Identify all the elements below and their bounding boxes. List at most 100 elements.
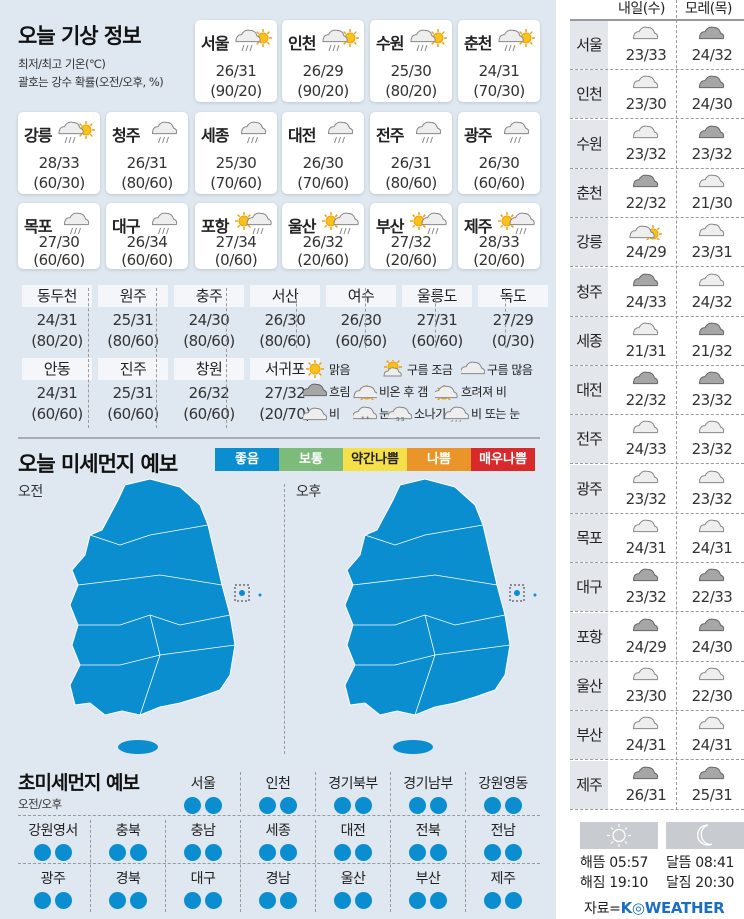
region-name: 서울 <box>190 776 216 792</box>
city-name: 전주 <box>376 126 404 145</box>
partly-cloudy-icon <box>383 360 402 377</box>
temperature: 28/33 <box>478 233 520 251</box>
precip-prob: (60/60) <box>107 405 159 423</box>
mostly-cloudy-icon <box>632 322 659 335</box>
region-name: 세종 <box>265 823 291 839</box>
temp-day-after: 23/32 <box>691 391 733 410</box>
ultrafine-region: 경기남부 <box>390 773 466 814</box>
column-divider <box>240 772 241 812</box>
column-divider <box>165 820 166 912</box>
temperature: 26/32 <box>302 233 344 251</box>
pm-dot <box>430 844 447 861</box>
forecast-row: 제주 26/31 25/31 <box>570 760 744 810</box>
am-dot <box>409 797 426 814</box>
row-divider <box>18 863 540 864</box>
region-name: 제주 <box>490 871 516 887</box>
ultrafine-subtitle: 오전/오후 <box>18 797 62 811</box>
am-dot <box>184 797 201 814</box>
city-card: 대전 26/30 (70/60) <box>282 112 364 194</box>
rain-icon <box>63 212 90 235</box>
forecast-row: 대구 23/32 22/33 <box>570 563 744 613</box>
precip-prob: (90/20) <box>210 82 262 100</box>
small-city: 충주 24/30 (80/60) <box>174 285 244 352</box>
rain-then-clear-icon <box>629 225 662 248</box>
dust-level-3: 나쁨 <box>407 448 471 471</box>
city-card: 청주 26/31 (80/60) <box>106 112 188 194</box>
city-name: 대구 <box>112 217 140 236</box>
sun-icon <box>306 360 324 378</box>
precip-prob: (80/60) <box>107 332 159 350</box>
pm-dot <box>55 892 72 909</box>
legend-item: 흐려져 비 <box>435 382 507 400</box>
overcast-icon <box>698 322 725 335</box>
city-card: 강릉 28/33 (60/30) <box>18 112 100 194</box>
ultrafine-region: 제주 <box>465 868 541 909</box>
pm-dot <box>205 892 222 909</box>
region-name: 경기북부 <box>328 776 378 792</box>
rain-then-clear-icon <box>410 29 447 52</box>
pm-dot <box>505 892 522 909</box>
city-name: 춘천 <box>570 168 608 217</box>
precip-prob: (80/60) <box>121 174 173 192</box>
am-label: 오전 <box>18 484 43 500</box>
small-city: 원주 25/31 (80/60) <box>98 285 168 352</box>
sleet-icon <box>445 406 469 422</box>
am-dot <box>34 892 51 909</box>
temp-day-after: 25/31 <box>691 785 733 804</box>
region-name: 경기남부 <box>403 776 453 792</box>
temperature: 26/31 <box>126 154 168 172</box>
city-card: 인천 26/29 (90/20) <box>282 20 364 102</box>
city-name: 원주 <box>98 285 168 307</box>
dust-level-4: 매우나쁨 <box>471 448 535 471</box>
shower-icon: ꜱ ꜱ <box>388 406 412 422</box>
overcast-icon <box>698 618 725 631</box>
temperature: 26/31 <box>390 154 432 172</box>
clear-then-rain-icon <box>435 385 458 400</box>
overcast-icon <box>698 26 725 40</box>
legend-item: 비온 후 갬 <box>353 382 428 400</box>
overcast-icon <box>698 75 725 89</box>
city-name: 동두천 <box>22 285 92 307</box>
legend-label: 구름 조금 <box>407 362 453 377</box>
region-name: 충남 <box>190 823 216 839</box>
mostly-cloudy-icon <box>461 361 485 375</box>
precip-prob: (80/20) <box>385 82 437 100</box>
temp-day-after: 24/32 <box>691 46 733 64</box>
header-rule <box>570 19 744 21</box>
divider <box>18 437 540 439</box>
source: 자료=K◎WEATHER <box>584 898 725 918</box>
forecast-row: 부산 24/31 24/31 <box>570 711 744 761</box>
small-city: 안동 24/31 (60/60) <box>22 358 92 425</box>
am-dot <box>184 892 201 909</box>
legend-item: 맑음 <box>303 360 351 378</box>
forecast-row: 강릉 24/29 23/31 <box>570 218 744 268</box>
legend-label: 흐려져 비 <box>461 384 507 399</box>
region-name: 대전 <box>340 823 366 839</box>
temp-tomorrow: 24/33 <box>625 292 667 311</box>
region-name: 강원영동 <box>478 776 528 792</box>
left-panel: 오늘 기상 정보 최저/최고 기온(℃) 괄호는 강수 확률(오전/오후, %)… <box>0 0 556 919</box>
precip-prob: (20/60) <box>297 251 349 269</box>
city-card: 춘천 24/31 (70/30) <box>458 20 540 102</box>
mostly-cloudy-icon <box>698 519 725 533</box>
forecast-row: 세종 21/31 21/32 <box>570 316 744 366</box>
region-name: 강원영서 <box>28 823 78 839</box>
legend-item: ꜱ ꜱ 소나기 <box>388 404 446 422</box>
rain-then-clear-icon <box>498 29 535 52</box>
col-tomorrow: 내일(수) <box>617 1 666 17</box>
city-name: 대전 <box>570 366 608 415</box>
forecast-row: 울산 23/30 22/30 <box>570 661 744 711</box>
city-name: 전주 <box>570 415 608 464</box>
moon-icon <box>697 824 713 846</box>
temp-tomorrow: 22/32 <box>625 391 667 410</box>
kweather-logo: K◎WEATHER <box>620 899 725 917</box>
legend-item: 비 <box>303 404 340 422</box>
mostly-cloudy-icon <box>632 125 659 138</box>
pm-dot <box>505 844 522 861</box>
rain-then-clear-icon <box>353 385 377 400</box>
city-card: 전주 26/31 (80/60) <box>370 112 452 194</box>
col-divider <box>676 0 677 810</box>
small-city: 창원 26/32 (60/60) <box>174 358 244 425</box>
city-name: 청주 <box>570 267 608 316</box>
pm-dot <box>130 892 147 909</box>
